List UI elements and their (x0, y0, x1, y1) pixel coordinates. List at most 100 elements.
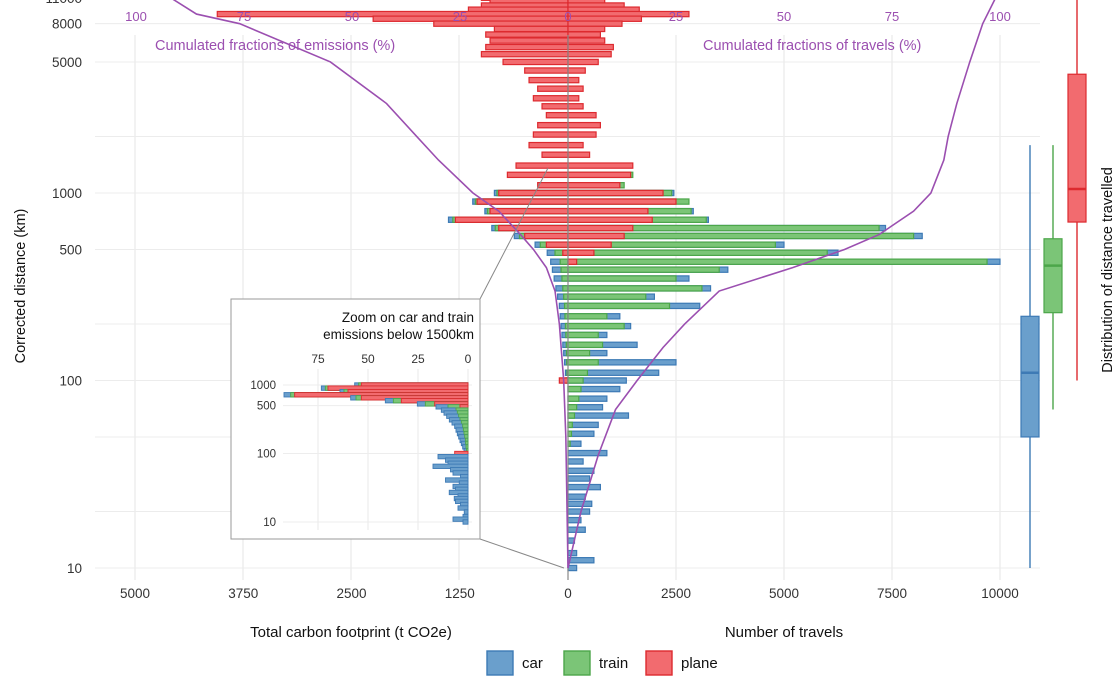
travel-bar-train (567, 377, 584, 384)
left-axis-title: Total carbon footprint (t CO2e) (250, 624, 452, 641)
travel-bar-train (567, 359, 599, 366)
travel-bar-train (567, 341, 604, 349)
travel-bar-plane (567, 182, 621, 189)
inset-bar-car (457, 505, 469, 511)
bottom-left-tick-label: 0 (564, 586, 572, 601)
emissions-bar-plane (545, 241, 569, 248)
top-left-tick-label: 100 (125, 9, 147, 24)
cumulative-travels-line (567, 0, 996, 569)
emissions-bar-plane (493, 25, 569, 33)
emissions-bar-plane (562, 249, 569, 256)
emissions-bar-plane (537, 85, 569, 92)
legend: car train plane (486, 650, 718, 676)
legend-swatch-train (563, 650, 591, 676)
inset-x-tick-label: 0 (465, 352, 472, 366)
travel-bar-car (567, 412, 630, 419)
travel-bar-plane (567, 37, 606, 44)
travel-bar-car (567, 458, 584, 465)
bottom-right-tick-label: 2500 (661, 586, 691, 601)
travel-bar-plane (567, 95, 580, 102)
emissions-bar-train (559, 258, 569, 265)
travel-bar-plane (567, 141, 584, 149)
boxplot-box-car (1020, 315, 1040, 438)
inset-frame (230, 298, 481, 540)
travel-bar-train (567, 331, 599, 339)
travel-bar-plane (567, 249, 595, 256)
emissions-bar-plane (532, 95, 569, 102)
y-axis-title: Corrected distance (km) (13, 209, 29, 364)
boxplot-box-plane (1067, 73, 1087, 223)
emissions-bar-plane (489, 207, 569, 215)
travel-bar-plane (567, 121, 602, 129)
travel-bar-train (567, 285, 703, 292)
emissions-bar-plane (537, 121, 569, 129)
bottom-left-tick-label: 3750 (228, 586, 258, 601)
travel-bar-car (567, 467, 595, 475)
side-axis-title: Distribution of distance travelled (1100, 167, 1116, 373)
y-tick-label: 5000 (52, 55, 82, 70)
legend-label-car: car (522, 655, 543, 672)
travel-bar-plane (567, 76, 580, 84)
y-tick-label: 500 (59, 242, 82, 257)
emissions-bar-plane (476, 198, 569, 205)
travel-bar-train (567, 385, 582, 393)
travel-bar-plane (567, 162, 634, 169)
emissions-bar-plane (489, 37, 569, 44)
top-right-tick-label: 75 (885, 9, 899, 24)
inset-title-line1: Zoom on car and train (342, 310, 474, 325)
emissions-bar-plane (502, 58, 569, 66)
travel-bar-plane (567, 85, 584, 92)
legend-label-train: train (599, 655, 628, 672)
travel-bar-plane (567, 189, 664, 197)
travel-bar-plane (567, 207, 649, 215)
travel-bar-plane (567, 31, 602, 38)
travel-bar-plane (567, 25, 606, 33)
right-axis-title: Number of travels (725, 624, 843, 641)
inset-connector-bottom (479, 538, 565, 569)
inset-title-line2: emissions below 1500km (323, 327, 474, 342)
inset-bar-car (445, 477, 469, 483)
travel-bar-train (567, 412, 576, 419)
emissions-bar-train (562, 285, 569, 292)
inset-bar-car (463, 509, 469, 515)
top-left-tick-label: 75 (237, 9, 251, 24)
travel-bar-plane (567, 103, 584, 110)
travel-bar-train (567, 293, 647, 300)
bottom-left-tick-label: 2500 (336, 586, 366, 601)
emissions-bar-plane (524, 232, 569, 240)
top-left-tick-label: 50 (345, 9, 359, 24)
emissions-bar-plane (532, 131, 569, 138)
top-right-tick-label: 100 (989, 9, 1011, 24)
inset-x-tick-label: 25 (411, 352, 425, 366)
legend-label-plane: plane (681, 655, 718, 672)
travel-bar-plane (567, 58, 599, 66)
y-tick-label: 8000 (52, 17, 82, 32)
emissions-bar-train (563, 293, 569, 300)
travel-bar-train (567, 266, 720, 273)
top-left-axis-title: Cumulated fractions of emissions (%) (155, 38, 395, 54)
emissions-bar-plane (524, 67, 569, 74)
inset-y-tick-label: 500 (257, 401, 276, 413)
travel-bar-plane (567, 151, 591, 158)
emissions-bar-plane (498, 224, 569, 232)
top-right-tick-label: 50 (777, 9, 791, 24)
emissions-bar-plane (528, 141, 569, 149)
top-right-axis-title: Cumulated fractions of travels (%) (703, 38, 921, 54)
inset-y-tick-label: 1000 (250, 380, 276, 392)
travel-bar-plane (567, 224, 634, 232)
travel-bar-plane (567, 171, 632, 179)
travel-bar-plane (567, 131, 597, 138)
bottom-right-tick-label: 10000 (981, 586, 1019, 601)
travel-bar-plane (567, 198, 677, 205)
travel-bar-train (567, 313, 608, 320)
bars (216, 0, 1001, 580)
emissions-bar-plane (506, 171, 569, 179)
travel-bar-car (567, 508, 591, 515)
emissions-bar-plane (454, 216, 569, 223)
travel-bar-train (567, 275, 677, 282)
travel-bar-plane (567, 216, 653, 223)
travel-bar-plane (567, 67, 586, 74)
y-tick-label: 1000 (52, 186, 82, 201)
inset-x-tick-label: 50 (361, 352, 375, 366)
